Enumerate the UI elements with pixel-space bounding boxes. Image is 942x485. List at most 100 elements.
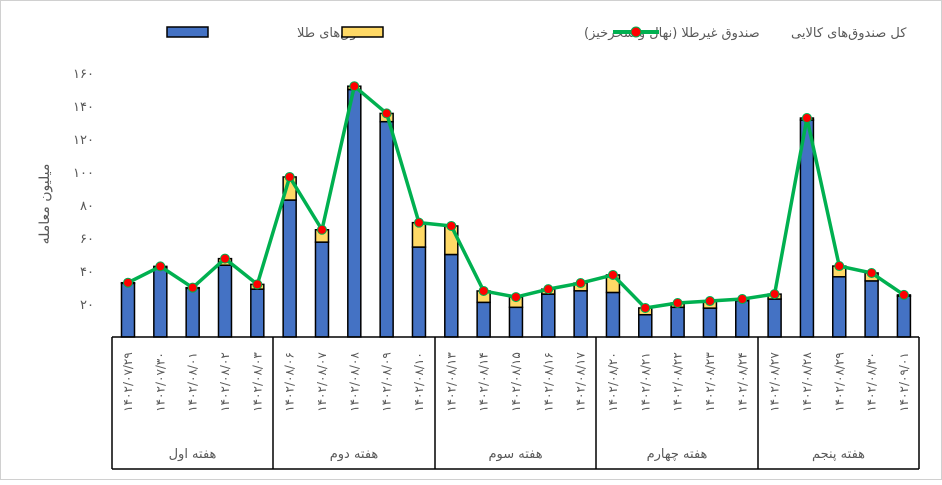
x-tick-label: ۱۴۰۲/۰۸/۰۹: [380, 352, 394, 412]
total-marker: [801, 113, 812, 124]
y-tick-label: ۴۰: [80, 265, 94, 280]
bar-gold: [605, 291, 621, 338]
x-tick-label: ۱۴۰۲/۰۸/۲۱: [638, 352, 652, 412]
y-axis-ticks: ۲۰ ۴۰ ۶۰ ۸۰ ۱۰۰ ۱۲۰ ۱۴۰ ۱۶۰: [73, 67, 94, 313]
bar-gold: [185, 287, 200, 338]
total-marker: [575, 278, 586, 289]
bar-gold: [508, 306, 524, 338]
total-marker: [349, 81, 360, 92]
bar-gold: [896, 295, 912, 338]
total-marker: [123, 277, 133, 288]
total-marker: [510, 292, 521, 303]
bar-gold: [864, 280, 879, 338]
bar-gold: [702, 307, 718, 338]
total-marker: [704, 296, 715, 307]
legend-marker-total: [630, 26, 642, 38]
y-tick-label: ۱۰۰: [73, 166, 94, 181]
total-marker: [252, 279, 263, 290]
bar-gold: [476, 301, 491, 338]
total-marker: [672, 298, 683, 309]
x-tick-label: ۱۴۰۲/۰۸/۲۲: [671, 352, 685, 412]
total-marker: [316, 224, 327, 235]
x-tick-label: ۱۴۰۲/۰۸/۱۴: [477, 352, 491, 412]
bar-gold: [217, 264, 233, 338]
bar-gold: [347, 88, 362, 338]
total-marker: [478, 285, 489, 296]
y-tick-label: ۱۶۰: [73, 67, 94, 82]
y-tick-label: ۶۰: [80, 232, 94, 247]
total-marker: [543, 284, 554, 295]
bar-gold: [314, 241, 330, 338]
total-marker: [381, 108, 392, 119]
legend: صندوق‌های طلا صندوق غیرطلا (نهال و سحرخی…: [166, 26, 907, 41]
group-label: هفته سوم: [488, 447, 542, 462]
total-marker: [446, 220, 457, 231]
total-marker: [769, 289, 780, 300]
y-axis-label: میلیون معامله: [37, 164, 53, 245]
total-marker: [284, 171, 295, 182]
total-marker: [866, 267, 877, 278]
bar-gold: [670, 306, 685, 338]
x-tick-label: ۱۴۰۲/۰۷/۳۰: [153, 352, 167, 412]
x-tick-label: ۱۴۰۲/۰۸/۲۰: [606, 352, 620, 412]
total-line: [123, 81, 909, 313]
total-marker: [737, 294, 748, 305]
bar-gold: [638, 313, 653, 338]
y-tick-label: ۱۴۰: [73, 100, 94, 115]
total-marker: [413, 217, 424, 228]
x-tick-label: ۱۴۰۲/۰۹/۰۱: [897, 352, 911, 412]
x-axis: ۱۴۰۲/۰۷/۲۹ ۱۴۰۲/۰۷/۳۰ ۱۴۰۲/۰۸/۰۱ ۱۴۰۲/۰۸/۰۲…: [111, 336, 920, 470]
bar-gold: [250, 288, 265, 338]
total-marker: [155, 261, 166, 272]
legend-label-nongold: صندوق غیرطلا (نهال و سحرخیز): [584, 26, 760, 41]
total-line-path: [127, 84, 905, 310]
bar-gold: [573, 290, 588, 338]
y-tick-label: ۸۰: [80, 199, 94, 214]
x-tick-label: ۱۴۰۲/۰۸/۳۰: [865, 352, 879, 412]
bar-gold: [282, 199, 297, 338]
bar-gold: [444, 253, 459, 338]
total-marker: [898, 289, 909, 300]
bar-gold: [735, 299, 750, 338]
bar-gold: [832, 276, 847, 338]
group-label: هفته پنجم: [812, 447, 865, 462]
x-tick-label: ۱۴۰۲/۰۸/۱۶: [541, 352, 555, 412]
total-marker: [219, 253, 230, 264]
x-tick-label: ۱۴۰۲/۰۸/۲۹: [832, 352, 846, 412]
x-tick-label: ۱۴۰۲/۰۸/۱۳: [444, 352, 458, 412]
bar-gold: [767, 298, 782, 338]
group-label: هفته دوم: [330, 447, 379, 462]
total-marker: [640, 302, 651, 313]
bar-gold: [379, 120, 394, 338]
group-label: هفته اول: [169, 447, 217, 462]
x-tick-label: ۱۴۰۲/۰۸/۲۴: [735, 352, 749, 412]
x-tick-label: ۱۴۰۲/۰۸/۲۷: [768, 352, 782, 412]
x-tick-label: ۱۴۰۲/۰۸/۰۷: [315, 352, 329, 412]
x-tick-label: ۱۴۰۲/۰۸/۰۸: [347, 352, 361, 412]
y-tick-label: ۲۰: [80, 298, 94, 313]
group-label: هفته چهارم: [647, 447, 708, 462]
x-tick-label: ۱۴۰۲/۰۸/۲۸: [800, 352, 814, 412]
total-marker: [607, 269, 618, 280]
total-marker: [834, 261, 845, 272]
y-tick-label: ۱۲۰: [73, 133, 94, 148]
x-tick-label: ۱۴۰۲/۰۷/۲۹: [121, 352, 135, 412]
x-tick-label: ۱۴۰۲/۰۸/۰۲: [218, 352, 232, 412]
total-marker: [187, 282, 198, 293]
bar-gold: [541, 293, 556, 338]
x-tick-label: ۱۴۰۲/۰۸/۰۱: [186, 352, 200, 412]
legend-label-total: کل صندوق‌های کالایی: [791, 26, 907, 41]
legend-swatch-nongold: [341, 26, 384, 38]
bar-gold: [120, 282, 136, 338]
bar-gold: [153, 266, 168, 338]
x-tick-label: ۱۴۰۲/۰۸/۱۰: [412, 352, 426, 412]
x-tick-label: ۱۴۰۲/۰۸/۱۵: [509, 352, 523, 412]
x-tick-label: ۱۴۰۲/۰۸/۰۶: [283, 352, 297, 412]
x-tick-label: ۱۴۰۲/۰۸/۰۳: [250, 352, 264, 412]
bar-gold: [799, 119, 815, 338]
x-tick-label: ۱۴۰۲/۰۸/۱۷: [574, 352, 588, 412]
bar-gold: [411, 246, 427, 338]
x-tick-label: ۱۴۰۲/۰۸/۲۳: [703, 352, 717, 412]
